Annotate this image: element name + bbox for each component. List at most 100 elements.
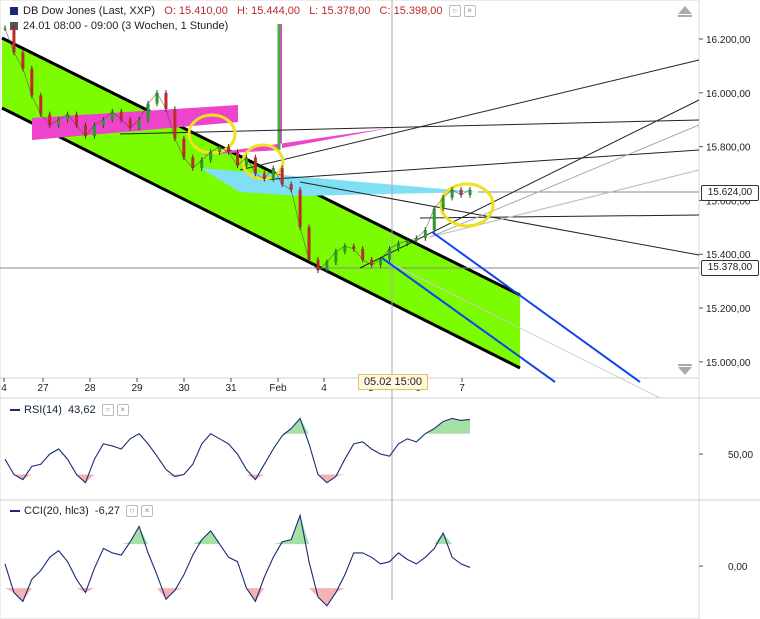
price-candle [379,259,383,266]
price-candle [119,111,123,120]
price-candle [218,146,222,153]
price-tag-line-text: 15.378,00 [707,262,753,273]
scroll-down-icon[interactable] [678,367,692,375]
price-candle [191,157,195,169]
close-value: C: 15.398,00 [379,5,443,17]
rsi-value: 43,62 [68,404,96,416]
scroll-down-bar [678,364,692,366]
price-candle [361,248,365,260]
price-candle [209,152,213,161]
low-value: L: 15.378,00 [309,5,371,17]
y-tick-label: 16.000,00 [706,89,751,100]
cyan-wedge[interactable] [200,168,478,196]
fan-line-5[interactable] [419,214,700,219]
price-candle [57,119,61,126]
price-candle [92,125,96,136]
plot-frame [0,0,700,619]
price-candle [30,68,34,96]
cci-title: CCI(20, hlc3) [24,505,89,517]
scroll-up-icon[interactable] [678,6,692,14]
fan-line-9[interactable] [389,262,661,399]
price-candle [173,108,177,139]
cci-oversold-area [5,588,470,606]
price-candle [128,119,132,128]
price-candle [432,208,436,231]
price-candle [21,52,25,69]
close-icon[interactable]: × [463,5,476,18]
y-tick-label: 15.000,00 [706,358,751,369]
price-candle [236,152,239,166]
price-candle [468,189,472,196]
x-tick-label: 31 [225,383,237,394]
price-candle [343,246,347,252]
x-tick-label: 4 [1,383,7,394]
price-candle [164,92,168,109]
highlight-circle-2[interactable] [241,143,285,181]
cci-value: -6,27 [94,505,120,517]
cci-line [4,513,471,607]
price-candle [370,259,374,266]
price-candle [66,114,70,120]
price-candle [227,146,231,153]
price-candle [200,160,204,169]
fan-line-1[interactable] [119,119,700,135]
scroll-up-bar [678,15,692,17]
price-candle [423,230,427,239]
price-candle [146,103,150,120]
price-candle [396,243,400,249]
magenta-triangle[interactable] [200,24,390,155]
rsi-close-icon[interactable]: × [116,404,129,417]
cci-settings-icon[interactable]: ○ [126,505,139,518]
rsi-legend-icon [10,409,20,412]
price-candle [75,114,79,126]
blue-line-1[interactable] [381,257,556,383]
price-candle [271,168,275,179]
channel-upper-line[interactable] [1,36,521,297]
cci-close-icon[interactable]: × [141,505,154,518]
blue-line-2[interactable] [431,231,641,383]
price-candle [280,168,284,185]
y-axis-labels: 16.200,00 16.000,00 15.800,00 15.600,00 15.4… [699,35,751,369]
x-tick-label: 27 [37,383,49,394]
y-tick-label: 16.200,00 [706,35,751,46]
instrument-title: DB Dow Jones (Last, XXP) [23,5,156,17]
settings-icon[interactable]: ○ [448,5,461,18]
price-candle [137,119,141,128]
chart-header: DB Dow Jones (Last, XXP) O: 15.410,00 H:… [10,5,476,18]
crosshair-time-label: 05.02 15:00 [358,374,428,390]
rsi-settings-icon[interactable]: ○ [101,404,114,417]
cci-series: 0,00 [4,513,748,607]
fan-line-4[interactable] [299,181,700,256]
price-tag-last: 15.624,00 [701,185,759,201]
price-candle [334,251,338,263]
channel-lower-line[interactable] [1,106,521,370]
rsi-header: RSI(14) 43,62 ○ × [10,404,129,417]
y-tick-label: 15.800,00 [706,143,751,154]
price-candle [414,238,418,241]
series-color-icon [10,7,18,16]
fan-line-2[interactable] [239,59,700,171]
fan-line-7[interactable] [429,124,700,238]
period-text: 24.01 08:00 - 09:00 (3 Wochen, 1 Stunde) [23,20,229,32]
fan-line-3[interactable] [259,149,700,181]
open-value: O: 15.410,00 [164,5,228,17]
x-tick-label: 29 [131,383,143,394]
price-candle [155,92,159,104]
rsi-y-tick-label: 50,00 [728,450,753,461]
price-candle [316,259,320,271]
rsi-overbought-area [5,418,470,434]
price-candle [12,28,16,53]
y-tick-label: 15.600,00 [706,196,751,207]
fan-line-6[interactable] [359,99,700,269]
price-candle [459,189,463,196]
magenta-band[interactable] [32,105,238,140]
highlight-circle-3[interactable] [439,182,495,228]
price-candle [405,240,409,244]
high-value: H: 15.444,00 [237,5,301,17]
cci-overbought-area [5,515,470,545]
rsi-series: 50,00 [4,417,753,484]
cci-legend-icon [10,510,20,513]
crosshair-time-text: 05.02 15:00 [363,376,423,388]
price-candle [110,111,114,120]
